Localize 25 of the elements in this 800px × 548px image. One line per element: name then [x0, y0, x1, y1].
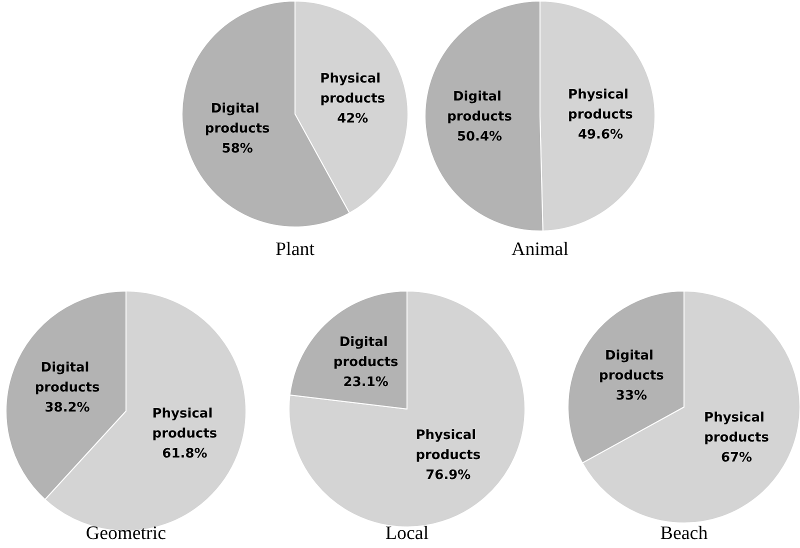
data-label: 76.9%	[426, 468, 471, 483]
text: Plant	[275, 239, 316, 260]
slice-label: Digital products	[34, 360, 100, 396]
slice-label: Physical products	[568, 88, 634, 123]
text: Geometric	[86, 523, 166, 544]
slice-label: Physical products	[320, 72, 386, 107]
slice-label: Physical products	[416, 428, 481, 463]
data-label: 58%	[222, 141, 253, 156]
data-label: 23.1%	[343, 375, 388, 390]
data-label: 67%	[720, 450, 752, 466]
data-label: 42%	[337, 112, 368, 127]
text: Beach	[660, 523, 708, 544]
slice-label: Physical products	[704, 410, 770, 446]
data-label: 38.2%	[44, 400, 90, 416]
slice-label: Physical products	[152, 406, 218, 442]
text: Local	[385, 523, 429, 544]
data-label: 33%	[616, 388, 648, 404]
slice-label: Digital products	[204, 101, 270, 136]
slice-label: Digital products	[447, 89, 512, 124]
data-label: 49.6%	[578, 128, 624, 143]
text: Animal	[512, 239, 568, 260]
data-label: 61.8%	[162, 446, 208, 462]
slice-label: Digital products	[599, 348, 664, 384]
data-label: 50.4%	[456, 129, 502, 144]
slice-label: Digital products	[333, 335, 399, 370]
